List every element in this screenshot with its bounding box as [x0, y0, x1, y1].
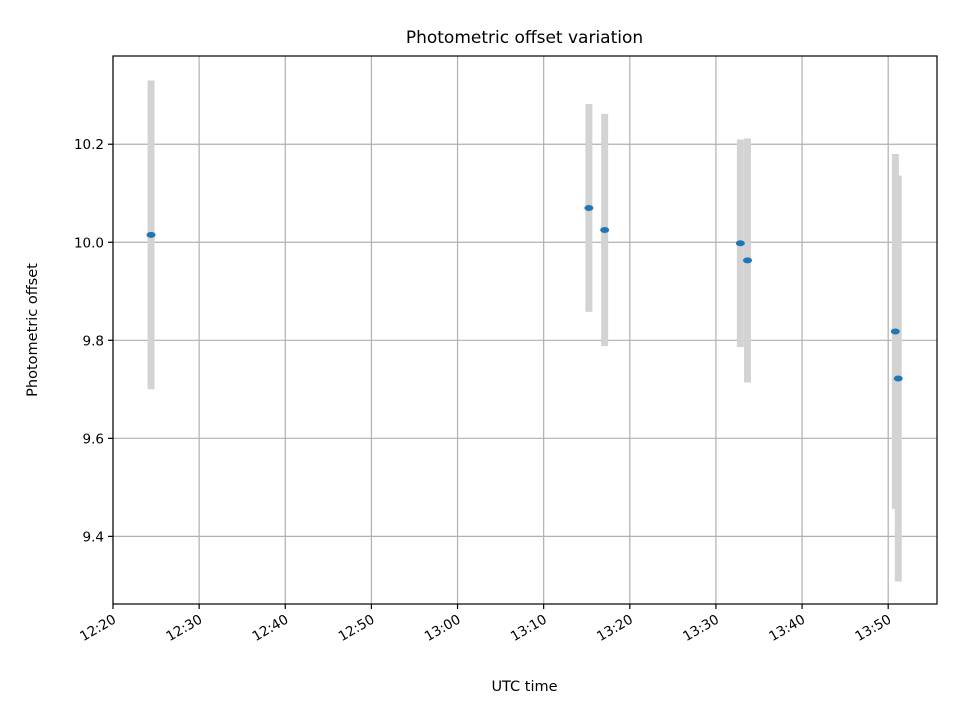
data-point: [584, 204, 594, 211]
y-tick-label: 9.4: [83, 529, 104, 545]
data-point: [735, 240, 745, 247]
grid: [112, 56, 937, 604]
data-point: [743, 257, 753, 264]
y-tick-label: 9.6: [83, 431, 104, 447]
plot-frame: [112, 55, 938, 605]
data-point: [893, 375, 903, 382]
y-tick-label: 10.2: [74, 137, 104, 153]
data-markers: [146, 204, 903, 382]
x-axis-title: UTC time: [491, 679, 557, 695]
data-point: [146, 231, 156, 238]
data-point: [600, 227, 610, 234]
chart-title: Photometric offset variation: [406, 28, 643, 48]
data-point: [890, 328, 900, 335]
y-tick-label: 9.8: [83, 333, 104, 349]
y-axis-title: Photometric offset: [25, 263, 41, 397]
y-tick-label: 10.0: [74, 235, 104, 251]
y-axis: 9.4 9.6 9.8 10.0 10.2: [74, 137, 113, 545]
